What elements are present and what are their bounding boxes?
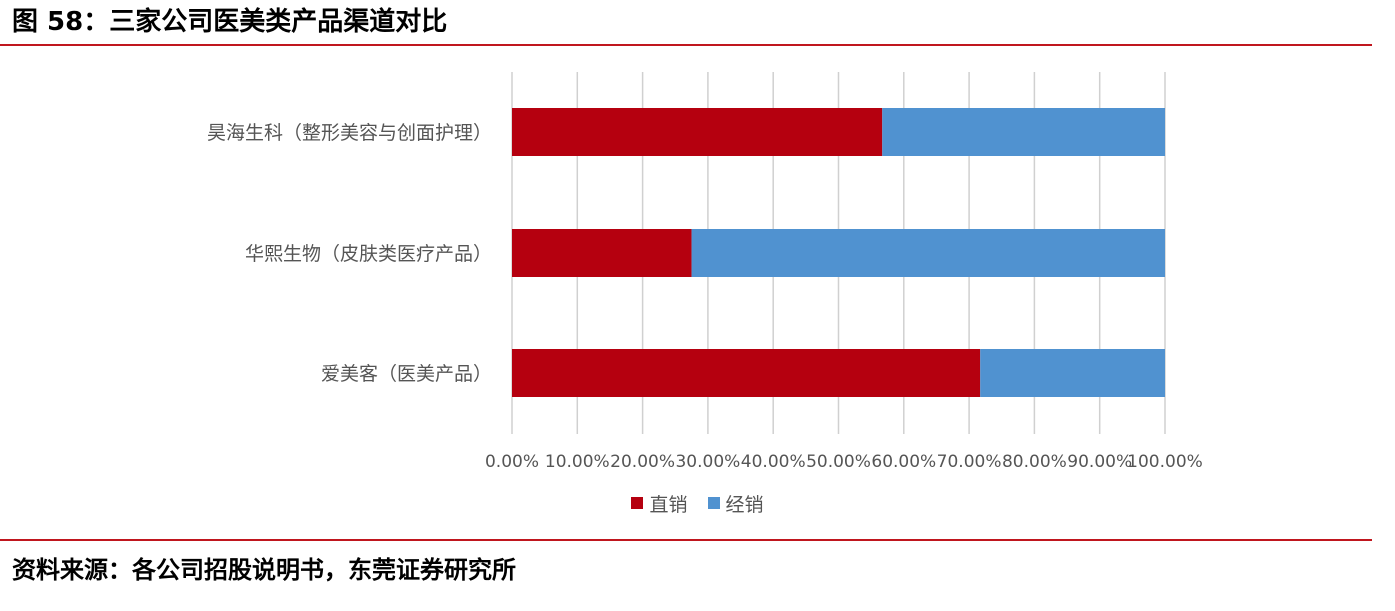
- x-tick-label: 90.00%: [1067, 452, 1132, 472]
- legend-swatch-direct: [631, 497, 644, 509]
- category-label: 昊海生科（整形美容与创面护理）: [207, 122, 492, 144]
- figure-title: 图 58：三家公司医美类产品渠道对比: [12, 7, 448, 37]
- bar-segment-direct: [512, 229, 692, 277]
- category-label: 华熙生物（皮肤类医疗产品）: [245, 243, 492, 265]
- category-label-layer: 昊海生科（整形美容与创面护理） 华熙生物（皮肤类医疗产品） 爱美客（医美产品）: [207, 122, 492, 385]
- bar-segment-distribution: [980, 349, 1165, 397]
- tick-label-layer: 0.00% 10.00% 20.00% 30.00% 40.00% 50.00% 60.00…: [485, 452, 1203, 472]
- category-label: 爱美客（医美产品）: [321, 363, 492, 385]
- legend-label-distribution: 经销: [725, 493, 764, 516]
- x-tick-label: 20.00%: [610, 452, 675, 472]
- x-tick-label: 0.00%: [485, 452, 539, 472]
- legend-label-direct: 直销: [649, 493, 688, 516]
- legend-item-distribution: 经销: [707, 490, 764, 517]
- chart-legend: 直销 经销: [0, 488, 1395, 518]
- x-tick-label: 80.00%: [1002, 452, 1067, 472]
- title-rule: [0, 44, 1372, 46]
- bar-segment-distribution: [691, 229, 1165, 277]
- x-tick-label: 40.00%: [741, 452, 806, 472]
- x-tick-label: 60.00%: [871, 452, 936, 472]
- x-tick-label: 30.00%: [675, 452, 740, 472]
- source-note: 资料来源：各公司招股说明书，东莞证券研究所: [12, 556, 516, 584]
- legend-item-direct: 直销: [631, 490, 688, 517]
- stacked-bar-chart: 昊海生科（整形美容与创面护理） 华熙生物（皮肤类医疗产品） 爱美客（医美产品） 0.…: [207, 72, 1203, 472]
- x-tick-label: 50.00%: [806, 452, 871, 472]
- x-tick-label: 70.00%: [937, 452, 1002, 472]
- x-tick-label: 10.00%: [545, 452, 610, 472]
- bar-segment-distribution: [882, 108, 1165, 156]
- bar-segment-direct: [512, 349, 981, 397]
- bar-segment-direct: [512, 108, 883, 156]
- bar-layer: [512, 108, 1165, 397]
- x-tick-label: 100.00%: [1127, 452, 1203, 472]
- legend-swatch-distribution: [707, 497, 720, 509]
- source-rule: [0, 539, 1372, 541]
